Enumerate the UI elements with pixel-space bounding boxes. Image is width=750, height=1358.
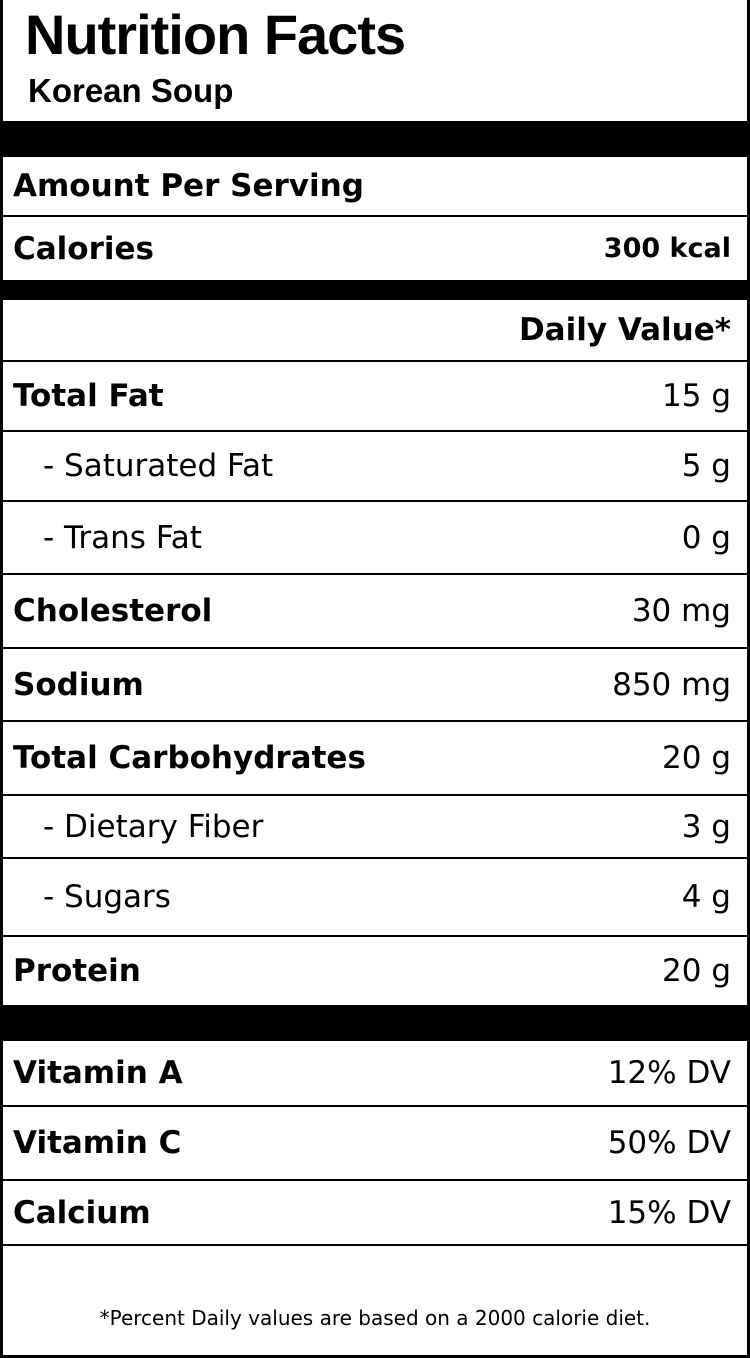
nutrient-row: Cholesterol 30 mg [3, 575, 747, 649]
nutrient-label: Protein [13, 953, 141, 989]
vitamin-row: Calcium 15% DV [3, 1181, 747, 1246]
nutrient-value: 850 mg [612, 666, 731, 703]
amount-per-serving-label: Amount Per Serving [13, 168, 364, 204]
nutrient-label: Sodium [13, 666, 144, 703]
vitamin-value: 50% DV [607, 1125, 731, 1161]
vitamin-value: 12% DV [607, 1055, 731, 1091]
nutrient-label: - Sugars [43, 879, 171, 915]
divider-bar [3, 1005, 747, 1041]
divider-bar [3, 280, 747, 300]
nutrient-label: Total Carbohydrates [13, 740, 366, 776]
nutrient-row: Protein 20 g [3, 937, 747, 1005]
vitamin-label: Calcium [13, 1194, 151, 1231]
vitamin-value: 15% DV [607, 1194, 731, 1231]
nutrient-row: Total Carbohydrates 20 g [3, 722, 747, 796]
vitamin-row: Vitamin A 12% DV [3, 1041, 747, 1107]
daily-value-header: Daily Value* [518, 312, 731, 348]
nutrient-label: Total Fat [13, 378, 164, 414]
nutrient-value: 3 g [681, 808, 731, 845]
amount-per-serving-row: Amount Per Serving [3, 157, 747, 217]
vitamin-label: Vitamin C [13, 1125, 182, 1161]
nutrient-value: 0 g [681, 519, 731, 556]
nutrient-row: - Sugars 4 g [3, 859, 747, 937]
nutrient-row: - Trans Fat 0 g [3, 502, 747, 575]
nutrient-value: 5 g [681, 448, 731, 484]
nutrient-value: 20 g [662, 953, 731, 989]
footnote: *Percent Daily values are based on a 200… [99, 1306, 651, 1330]
nutrient-label: - Trans Fat [43, 519, 202, 556]
nutrient-label: - Dietary Fiber [43, 808, 264, 845]
nutrient-value: 20 g [662, 740, 731, 776]
calories-row: Calories 300 kcal [3, 217, 747, 280]
calories-value: 300 kcal [603, 233, 731, 264]
vitamin-label: Vitamin A [13, 1055, 183, 1091]
nutrient-row: - Dietary Fiber 3 g [3, 796, 747, 859]
label-title: Nutrition Facts [25, 3, 406, 66]
divider-bar [3, 121, 747, 157]
nutrient-value: 30 mg [631, 593, 731, 629]
daily-value-header-row: Daily Value* [3, 300, 747, 362]
nutrient-label: Cholesterol [13, 593, 213, 629]
nutrient-value: 15 g [662, 378, 731, 414]
nutrient-row: Total Fat 15 g [3, 362, 747, 432]
vitamin-row: Vitamin C 50% DV [3, 1107, 747, 1181]
product-name: Korean Soup [28, 72, 234, 109]
nutrient-row: - Saturated Fat 5 g [3, 432, 747, 502]
calories-label: Calories [13, 230, 154, 267]
nutrient-label: - Saturated Fat [43, 448, 274, 484]
nutrient-value: 4 g [681, 879, 731, 915]
nutrient-row: Sodium 850 mg [3, 649, 747, 722]
